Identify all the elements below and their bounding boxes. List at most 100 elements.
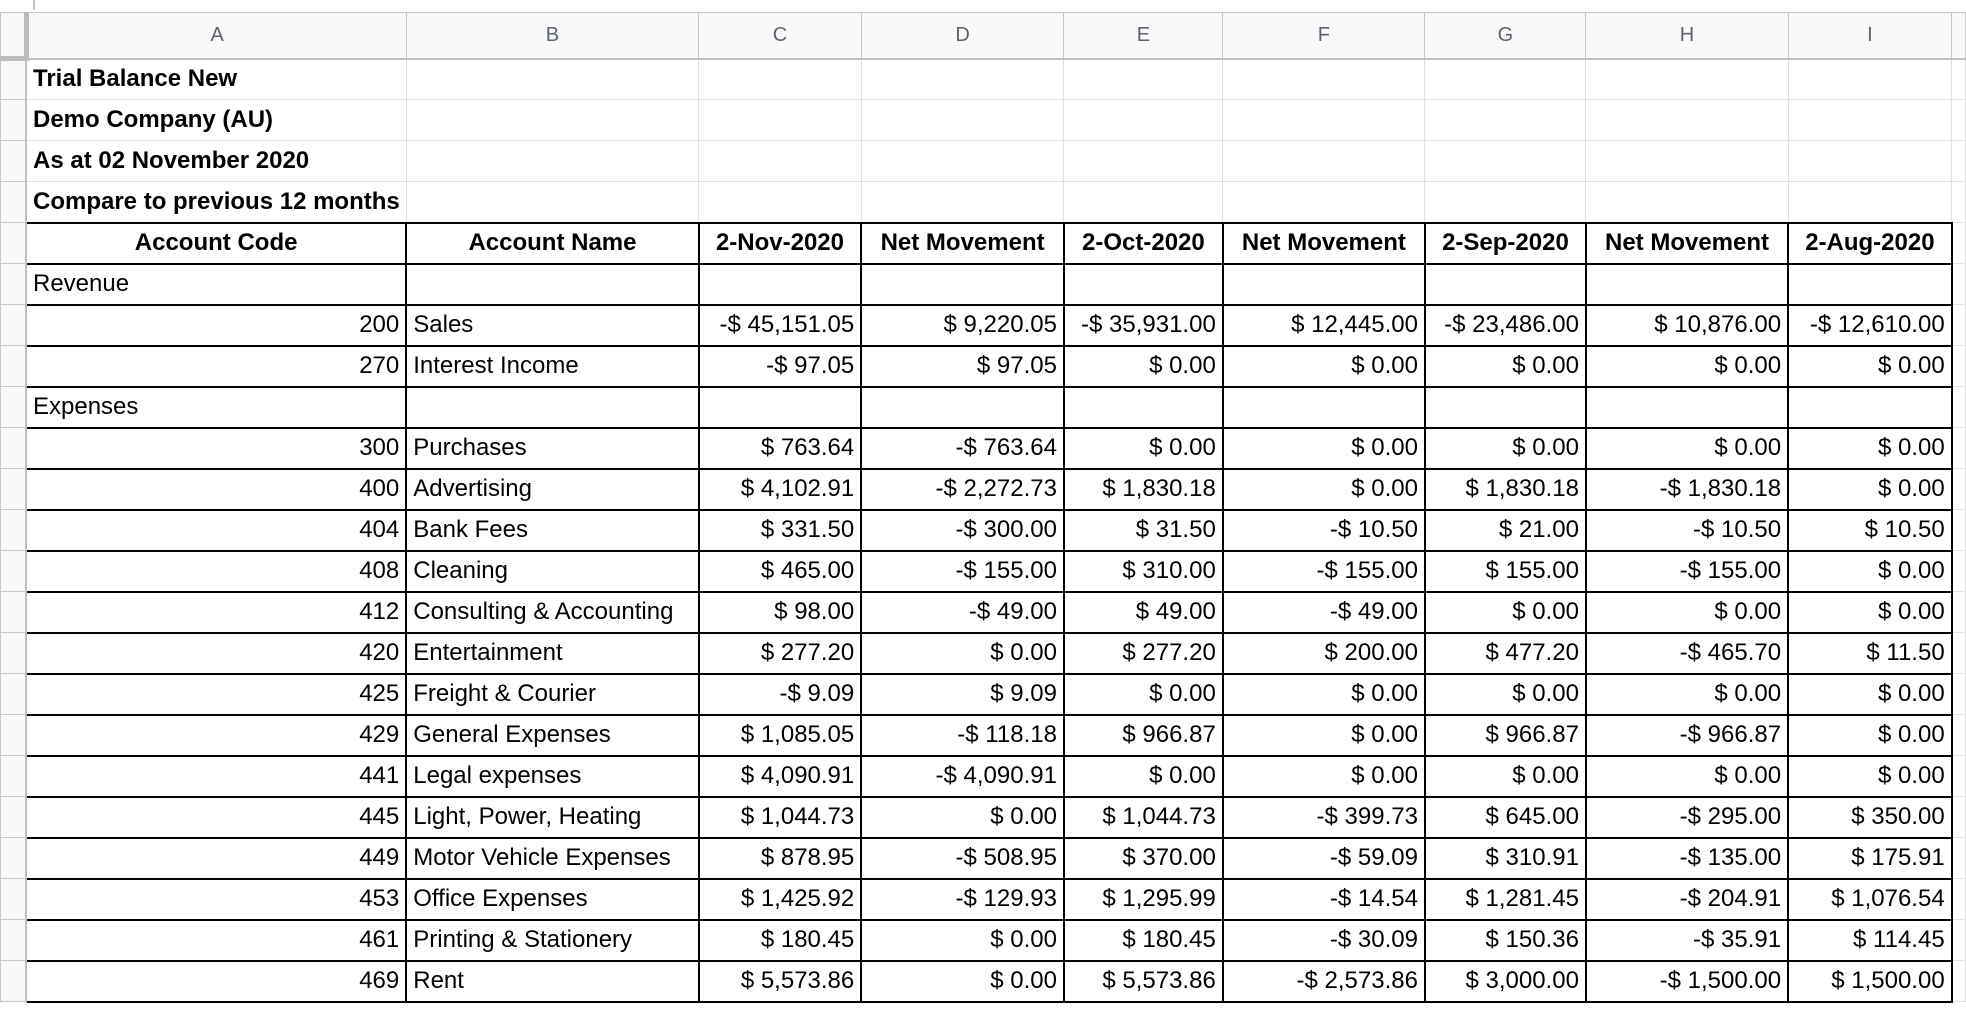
amount-cell[interactable]: $ 0.00 (1062, 672, 1224, 716)
account-name[interactable]: Rent (405, 959, 700, 1003)
amount-cell[interactable]: -$ 465.70 (1584, 631, 1790, 675)
amount-cell[interactable]: -$ 129.93 (860, 877, 1065, 921)
cell[interactable] (1222, 58, 1426, 100)
account-name[interactable]: Printing & Stationery (405, 918, 700, 962)
cell[interactable] (1951, 222, 1966, 264)
amount-cell[interactable]: -$ 399.73 (1221, 795, 1426, 839)
account-code[interactable]: 461 (24, 918, 408, 962)
amount-cell[interactable]: $ 200.00 (1221, 631, 1426, 675)
cell[interactable] (1585, 140, 1789, 182)
amount-cell[interactable]: -$ 135.00 (1584, 836, 1790, 880)
amount-cell[interactable]: $ 1,044.73 (1062, 795, 1224, 839)
amount-cell[interactable]: $ 0.00 (1062, 426, 1224, 470)
amount-cell[interactable]: $ 150.36 (1423, 918, 1587, 962)
amount-cell[interactable]: $ 350.00 (1787, 795, 1953, 839)
amount-cell[interactable]: $ 5,573.86 (697, 959, 863, 1003)
account-name[interactable]: Legal expenses (405, 754, 700, 798)
account-name[interactable]: Bank Fees (405, 508, 700, 552)
amount-cell[interactable]: $ 0.00 (1062, 754, 1224, 798)
amount-cell[interactable]: $ 1,281.45 (1423, 877, 1587, 921)
amount-cell[interactable]: -$ 12,610.00 (1787, 303, 1953, 347)
cell[interactable] (1951, 796, 1966, 838)
amount-cell[interactable]: $ 0.00 (1787, 344, 1953, 388)
cell[interactable] (405, 262, 700, 306)
amount-cell[interactable]: $ 0.00 (1787, 590, 1953, 634)
column-header-a[interactable]: A (25, 12, 407, 60)
cell[interactable] (1951, 304, 1966, 346)
cell[interactable] (1951, 960, 1966, 1002)
cell[interactable] (1063, 140, 1224, 182)
amount-cell[interactable]: $ 310.00 (1062, 549, 1224, 593)
account-name[interactable]: Freight & Courier (405, 672, 700, 716)
column-header-f[interactable]: F (1222, 12, 1426, 60)
cell[interactable] (1424, 181, 1587, 223)
row-header[interactable] (0, 673, 27, 715)
cell[interactable] (1585, 99, 1789, 141)
column-heading[interactable]: 2-Nov-2020 (697, 221, 863, 265)
column-heading[interactable]: 2-Sep-2020 (1423, 221, 1587, 265)
row-header[interactable] (0, 468, 27, 510)
amount-cell[interactable]: $ 1,295.99 (1062, 877, 1224, 921)
cell[interactable] (1585, 58, 1789, 100)
account-name[interactable]: Motor Vehicle Expenses (405, 836, 700, 880)
cell[interactable] (1424, 99, 1587, 141)
amount-cell[interactable]: -$ 45,151.05 (697, 303, 863, 347)
amount-cell[interactable]: $ 370.00 (1062, 836, 1224, 880)
amount-cell[interactable]: $ 3,000.00 (1423, 959, 1587, 1003)
cell[interactable] (1063, 181, 1224, 223)
amount-cell[interactable]: $ 21.00 (1423, 508, 1587, 552)
amount-cell[interactable]: $ 9,220.05 (860, 303, 1065, 347)
amount-cell[interactable]: $ 645.00 (1423, 795, 1587, 839)
amount-cell[interactable]: $ 1,076.54 (1787, 877, 1953, 921)
cell[interactable] (1951, 550, 1966, 592)
cell[interactable] (1951, 837, 1966, 879)
account-code[interactable]: 441 (24, 754, 408, 798)
amount-cell[interactable]: -$ 155.00 (1584, 549, 1790, 593)
amount-cell[interactable]: $ 477.20 (1423, 631, 1587, 675)
cell[interactable] (1222, 99, 1426, 141)
report-title-line[interactable]: Compare to previous 12 months (25, 181, 407, 223)
amount-cell[interactable]: -$ 14.54 (1221, 877, 1426, 921)
cell[interactable] (697, 385, 863, 429)
cell[interactable] (698, 181, 862, 223)
select-all-corner[interactable] (0, 12, 29, 61)
amount-cell[interactable]: $ 1,044.73 (697, 795, 863, 839)
amount-cell[interactable]: $ 31.50 (1062, 508, 1224, 552)
cell[interactable] (860, 181, 1065, 223)
amount-cell[interactable]: $ 0.00 (1787, 467, 1953, 511)
column-header-j[interactable] (1951, 12, 1966, 60)
amount-cell[interactable]: $ 10.50 (1787, 508, 1953, 552)
column-heading[interactable]: Net Movement (860, 221, 1065, 265)
cell[interactable] (1423, 262, 1587, 306)
cell[interactable] (1951, 468, 1966, 510)
cell[interactable] (1221, 385, 1426, 429)
amount-cell[interactable]: $ 878.95 (697, 836, 863, 880)
row-header[interactable] (0, 919, 27, 961)
amount-cell[interactable]: $ 49.00 (1062, 590, 1224, 634)
amount-cell[interactable]: $ 12,445.00 (1221, 303, 1426, 347)
row-header[interactable] (0, 304, 27, 346)
section-label[interactable]: Expenses (24, 385, 408, 429)
cell[interactable] (1062, 262, 1224, 306)
amount-cell[interactable]: $ 277.20 (697, 631, 863, 675)
amount-cell[interactable]: $ 0.00 (1423, 590, 1587, 634)
account-code[interactable]: 400 (24, 467, 408, 511)
amount-cell[interactable]: $ 331.50 (697, 508, 863, 552)
amount-cell[interactable]: $ 0.00 (1221, 426, 1426, 470)
amount-cell[interactable]: -$ 35.91 (1584, 918, 1790, 962)
column-heading[interactable]: 2-Oct-2020 (1062, 221, 1224, 265)
account-name[interactable]: Sales (405, 303, 700, 347)
amount-cell[interactable]: $ 0.00 (860, 918, 1065, 962)
amount-cell[interactable]: -$ 300.00 (860, 508, 1065, 552)
amount-cell[interactable]: $ 0.00 (1584, 344, 1790, 388)
row-header[interactable] (0, 99, 27, 141)
cell[interactable] (697, 262, 863, 306)
row-header[interactable] (0, 58, 27, 100)
amount-cell[interactable]: $ 0.00 (1221, 467, 1426, 511)
cell[interactable] (1424, 58, 1587, 100)
row-header[interactable] (0, 263, 27, 305)
amount-cell[interactable]: $ 0.00 (1423, 344, 1587, 388)
row-header[interactable] (0, 755, 27, 797)
column-header-i[interactable]: I (1787, 12, 1953, 60)
column-heading[interactable]: Account Code (24, 221, 408, 265)
